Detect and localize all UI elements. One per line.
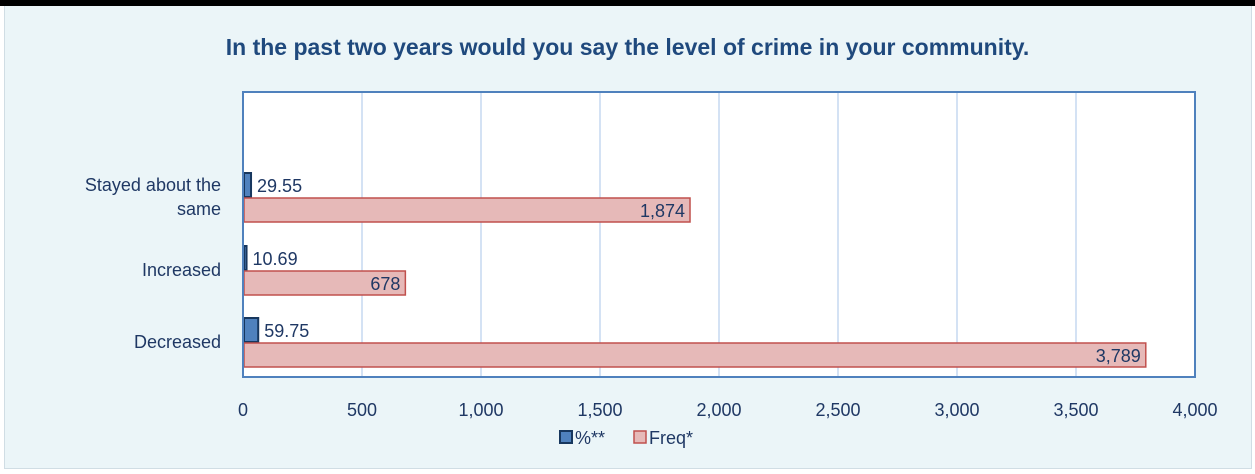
- x-tick-label: 0: [238, 400, 248, 420]
- data-label-pct: 10.69: [253, 249, 298, 269]
- x-tick-label: 3,000: [934, 400, 979, 420]
- chart-title: In the past two years would you say the …: [225, 34, 1030, 60]
- data-label-pct: 29.55: [257, 176, 302, 196]
- legend-label-pct: %**: [575, 428, 605, 448]
- x-tick-label: 500: [347, 400, 377, 420]
- bar-freq: [243, 197, 691, 223]
- category-label: Increased: [142, 260, 221, 280]
- x-tick-label: 1,500: [577, 400, 622, 420]
- legend-swatch-freq: [633, 430, 647, 444]
- bars: [243, 172, 1147, 368]
- gridlines: [243, 92, 1196, 377]
- x-tick-label: 2,500: [815, 400, 860, 420]
- bar-pct: [243, 172, 253, 198]
- data-labels: 29.55 1,874 10.69 678 59.75 3,789: [253, 176, 1141, 366]
- category-label: same: [177, 199, 221, 219]
- x-tick-label: 2,000: [696, 400, 741, 420]
- category-label: Stayed about the: [85, 175, 221, 195]
- top-border: [0, 0, 1255, 6]
- x-tick-label: 1,000: [458, 400, 503, 420]
- axes: Stayed about the same Increased Decreased 0 5…: [85, 91, 1218, 420]
- bar-pct: [243, 317, 260, 343]
- category-label: Decreased: [134, 332, 221, 352]
- data-label-freq: 3,789: [1096, 346, 1141, 366]
- legend: %** Freq*: [559, 428, 693, 448]
- x-tick-label: 4,000: [1172, 400, 1217, 420]
- legend-label-freq: Freq*: [649, 428, 693, 448]
- data-label-pct: 59.75: [264, 321, 309, 341]
- plot-border: [242, 91, 1196, 378]
- bar-freq: [243, 342, 1147, 368]
- bar-freq: [243, 270, 407, 296]
- bar-pct: [243, 245, 248, 271]
- data-label-freq: 1,874: [640, 201, 685, 221]
- legend-swatch-pct: [559, 430, 573, 444]
- x-tick-label: 3,500: [1053, 400, 1098, 420]
- data-label-freq: 678: [370, 274, 400, 294]
